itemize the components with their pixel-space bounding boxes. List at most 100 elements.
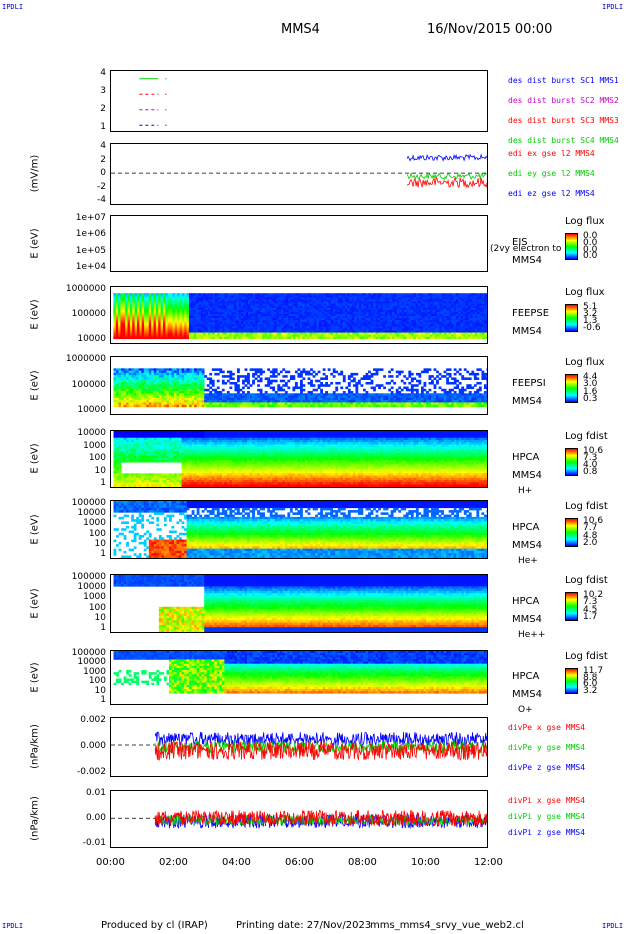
panel-5-spacecraft: MMS4 [512, 396, 542, 408]
panel-7-spacecraft: MMS4 [512, 540, 542, 552]
panel-6-ytick: 100 [88, 453, 106, 463]
panel-8-colorbar-title: Log fdist [565, 575, 608, 586]
panel-6-spacecraft: MMS4 [512, 470, 542, 482]
panel-10-legend-3: divPe z gse MMS4 [508, 763, 586, 772]
panel-6-spectrogram [113, 431, 487, 487]
panel-11-ytick: 0.00 [85, 813, 106, 823]
panel-1-ytick: 3 [100, 86, 106, 96]
panel-6-ytick: 10000 [77, 428, 106, 438]
panel-5-ylabel: E (eV) [29, 369, 41, 401]
panel-3-ylabel: E (eV) [29, 227, 41, 259]
panel-3-colorbar-value: 0.0 [583, 244, 598, 255]
panel-7-colorbar-value: 10.6 [583, 516, 604, 526]
panel-8-instrument: HPCA [512, 596, 540, 608]
panel-8-ytick: 100 [88, 602, 106, 613]
panel-6 [110, 430, 488, 488]
panel-11-plot [111, 809, 487, 830]
panel-9-spacecraft: MMS4 [512, 688, 542, 700]
panel-8-colorbar-value: 7.3 [583, 597, 598, 608]
x-tick-3: 06:00 [285, 857, 314, 868]
panel-3 [110, 215, 488, 272]
panel-1-legend-4: des dist burst SC4 MMS4 [508, 136, 619, 145]
panel-9-ylabel: E (eV) [29, 661, 41, 693]
panel-6-instrument: HPCA [512, 452, 540, 464]
panel-7-ytick: 10 [94, 538, 106, 549]
panel-8-ytick: 10 [94, 612, 106, 623]
panel-2-ylabel: (mV/m) [29, 154, 41, 193]
x-tick-0: 00:00 [96, 857, 125, 868]
panel-4-ytick: 10000 [77, 334, 106, 344]
panel-11-ytick: -0.01 [82, 838, 106, 848]
panel-9-ytick: 1 [100, 695, 106, 705]
panel-9-colorbar-value: 3.2 [583, 685, 598, 696]
panel-9-ytick: 100 [88, 676, 106, 687]
panel-4-colorbar-title: Log flux [565, 287, 605, 298]
panel-9-ytick: 100000 [71, 648, 106, 658]
panel-2-ytick: 2 [100, 154, 106, 165]
x-tick-6: 12:00 [474, 857, 503, 868]
panel-8-colorbar-value: 1.7 [583, 611, 598, 622]
series-ex [406, 176, 487, 189]
panel-4-spacecraft: MMS4 [512, 326, 542, 338]
panel-3-colorbar-value: 0.0 [583, 251, 598, 262]
panel-11-legend-1: divPi x gse MMS4 [508, 796, 586, 805]
panel-6-ylabel: E (eV) [29, 443, 41, 474]
panel-8-ytick: 1000 [83, 592, 106, 603]
panel-2-ytick: -2 [97, 181, 106, 192]
panel-10-ytick: -0.002 [76, 767, 106, 777]
panel-1-ytick: 2 [100, 104, 106, 114]
panel-9-colorbar-title: Log fdist [565, 651, 608, 662]
panel-7 [110, 500, 488, 559]
panel-6-colorbar-value: 10.6 [583, 446, 604, 456]
panel-3-colorbar-value: 0.0 [583, 237, 598, 248]
panel-1-ytick: 1 [100, 122, 106, 132]
panel-9-spectrogram [113, 651, 487, 694]
panel-9-instrument: HPCA [512, 670, 540, 682]
panel-3-spacecraft: MMS4 [512, 254, 542, 266]
spacecraft-title: MMS4 [281, 22, 320, 37]
panel-6-ytick: 1000 [83, 440, 106, 451]
panel-3-ytick: 1e+04 [75, 262, 106, 272]
panel-11 [110, 790, 488, 848]
panel-7-colorbar-title: Log fdist [565, 501, 608, 512]
panel-11-legend-2: divPi y gse MMS4 [508, 812, 586, 821]
series-divpe-z [154, 731, 487, 747]
panel-10 [110, 717, 488, 777]
panel-7-ytick: 1 [100, 549, 106, 559]
panel-4-colorbar-value: 1.3 [583, 316, 598, 326]
panel-4-ytick: 100000 [71, 309, 106, 319]
panel-11-ylabel: (nPa/km) [29, 796, 41, 841]
panel-7-ylabel: E (eV) [29, 513, 41, 545]
panel-7-spectrogram [113, 501, 487, 558]
panel-3-overlay-text: (2vy electron to [490, 243, 562, 254]
panel-1-legend-3: des dist burst SC3 MMS3 [508, 116, 619, 125]
panel-4-instrument: FEEPSE [512, 308, 550, 320]
panel-4-ytick: 1000000 [65, 284, 106, 294]
panel-9-ytick: 1000 [83, 666, 106, 677]
panel-8-ytick: 1 [100, 623, 106, 633]
panel-7-colorbar-value: 2.0 [583, 537, 598, 548]
panel-7-colorbar-value: 4.8 [583, 530, 598, 541]
panel-8-colorbar-value: 4.5 [583, 604, 598, 615]
corner-mark-bottom-left: IPDLI [2, 922, 24, 930]
panel-5-spectrogram [113, 368, 487, 408]
panel-4-colorbar-value: -0.6 [583, 323, 601, 333]
corner-mark-top-left: IPDLI [2, 3, 24, 11]
panel-1-legend-2: des dist burst SC2 MMS2 [508, 96, 619, 105]
panel-5-ytick: 1000000 [65, 354, 106, 364]
panel-3-colorbar-title: Log flux [565, 216, 605, 227]
panel-6-colorbar-value: 4.0 [583, 460, 598, 470]
corner-mark-top-right: IPDLI [602, 3, 624, 11]
panel-7-colorbar [565, 518, 578, 547]
x-tick-5: 10:00 [411, 857, 440, 868]
panel-2-legend-3: edi ez gse l2 MMS4 [508, 189, 595, 198]
panel-6-colorbar-value: 7.3 [583, 453, 598, 463]
panel-3-instrument: EIS [512, 236, 528, 248]
panel-4-ylabel: E (eV) [29, 299, 41, 330]
panel-6-ytick: 1 [100, 478, 106, 488]
panel-8-species: He++ [518, 630, 546, 641]
panel-5-ytick: 10000 [77, 405, 106, 415]
series-divpe-x [154, 741, 487, 761]
panel-3-colorbar-value: 0.0 [583, 231, 598, 241]
panel-8-spectrogram [113, 575, 487, 632]
